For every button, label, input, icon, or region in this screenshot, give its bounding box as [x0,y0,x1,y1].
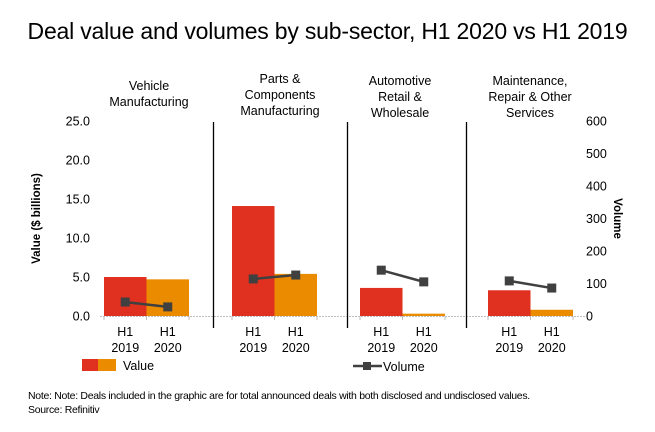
panel-title-maintenance-repair: Maintenance, Repair & Other Services [460,73,600,121]
x-tick-label-line1: H1 [416,325,432,339]
x-tick-label-line1: H1 [544,325,560,339]
source-text: Source: Refinitiv [28,404,100,416]
legend-swatch-h1-2020 [98,359,116,371]
y-axis-tick-label: 10.0 [66,232,90,246]
axes: 0.0 5.0 10.0 15.0 20.0 25.0 0 100 200 300 400 500 60… [31,115,623,324]
y-axis-tick-label: 20.0 [66,154,90,168]
bar-h1-2019 [360,287,403,316]
legend-swatch-h1-2019 [82,359,98,371]
legend: Value Volume [82,359,425,374]
panel-title-line: Components [244,88,316,102]
volume-marker-h1-2019 [376,265,386,275]
chart-title: Deal value and volumes by sub-sector, H1… [27,18,628,44]
volume-marker-h1-2019 [248,274,258,284]
x-tick-label-line2: 2020 [282,341,310,355]
panel-title-automotive-retail: Automotive Retail & Wholesale [340,73,460,121]
y-axis-tick-label: 5.0 [73,271,90,285]
bar-h1-2020 [274,273,317,316]
y2-axis-tick-label: 500 [586,147,607,161]
legend-label-volume: Volume [383,360,425,374]
x-tick-label-line2: 2019 [367,341,395,355]
legend-label-value: Value [123,359,154,373]
y-axis-tick-label: 25.0 [66,115,90,129]
panel-title-line: Vehicle [128,79,170,93]
volume-marker-h1-2019 [504,276,514,286]
x-tick-label-line2: 2019 [111,341,139,355]
panel-title-line: Services [506,106,554,120]
x-tick-label-line1: H1 [245,325,261,339]
volume-line [253,273,296,281]
y2-axis-tick-label: 100 [586,277,607,291]
x-tick-label-line1: H1 [160,325,176,339]
panel-title-line: Maintenance, [492,74,568,88]
bar-h1-2019 [232,206,275,316]
y-axis-title: Value ($ billions) [31,173,43,264]
panel-title-line: Repair & Other [488,90,572,104]
x-tick-label-line1: H1 [117,325,133,339]
y2-axis-tick-label: 0 [586,310,593,324]
panel-title-vehicle-manufacturing: Vehicle Manufacturing [84,78,214,110]
x-tick-label-line2: 2020 [154,341,182,355]
volume-marker-h1-2020 [291,270,301,280]
panel-title-line: Wholesale [370,106,430,120]
y-axis-tick-label: 0.0 [73,310,90,324]
bar-h1-2020 [402,313,445,316]
x-tick-label-line1: H1 [373,325,389,339]
x-axis-labels: H1 2019 H1 2020 H1 2019 H1 2020 H1 2019 H1 2020 H1 20… [111,325,565,355]
panel-title-line: Manufacturing [109,95,189,109]
bar-h1-2019 [104,277,147,316]
y2-axis-tick-label: 200 [586,245,607,259]
panel-title-line: Manufacturing [240,104,320,118]
panel-title-line: Retail & [378,90,422,104]
footnote: Note: Note: Deals included in the graphi… [28,390,530,402]
bar-h1-2019 [488,290,531,316]
volume-marker-h1-2019 [120,297,130,307]
x-tick-label-line1: H1 [501,325,517,339]
x-tick-label-line2: 2019 [495,341,523,355]
bar-h1-2020 [530,309,573,316]
y2-axis-tick-label: 300 [586,212,607,226]
volume-line [380,268,425,284]
legend-volume-marker [363,362,371,370]
volume-lines [120,265,557,312]
volume-marker-h1-2020 [163,302,173,312]
x-tick-label-line2: 2020 [410,341,438,355]
y-axis-tick-label: 15.0 [66,193,90,207]
x-tick-label-line2: 2020 [538,341,566,355]
x-tick-label-line2: 2019 [239,341,267,355]
volume-line [125,300,168,309]
y2-axis-tick-label: 600 [586,115,607,129]
panel-title-line: Parts & [259,72,301,86]
panel-dividers [212,122,468,328]
panel-title-line: Automotive [368,74,432,88]
volume-marker-h1-2020 [419,277,429,287]
x-tick-label-line1: H1 [288,325,304,339]
y2-axis-tick-label: 400 [586,180,607,194]
y2-axis-title: Volume [611,198,623,239]
bars [104,206,573,316]
panel-title-parts-components: Parts & Components Manufacturing [215,71,345,119]
volume-marker-h1-2020 [547,283,557,293]
volume-line [509,279,552,290]
